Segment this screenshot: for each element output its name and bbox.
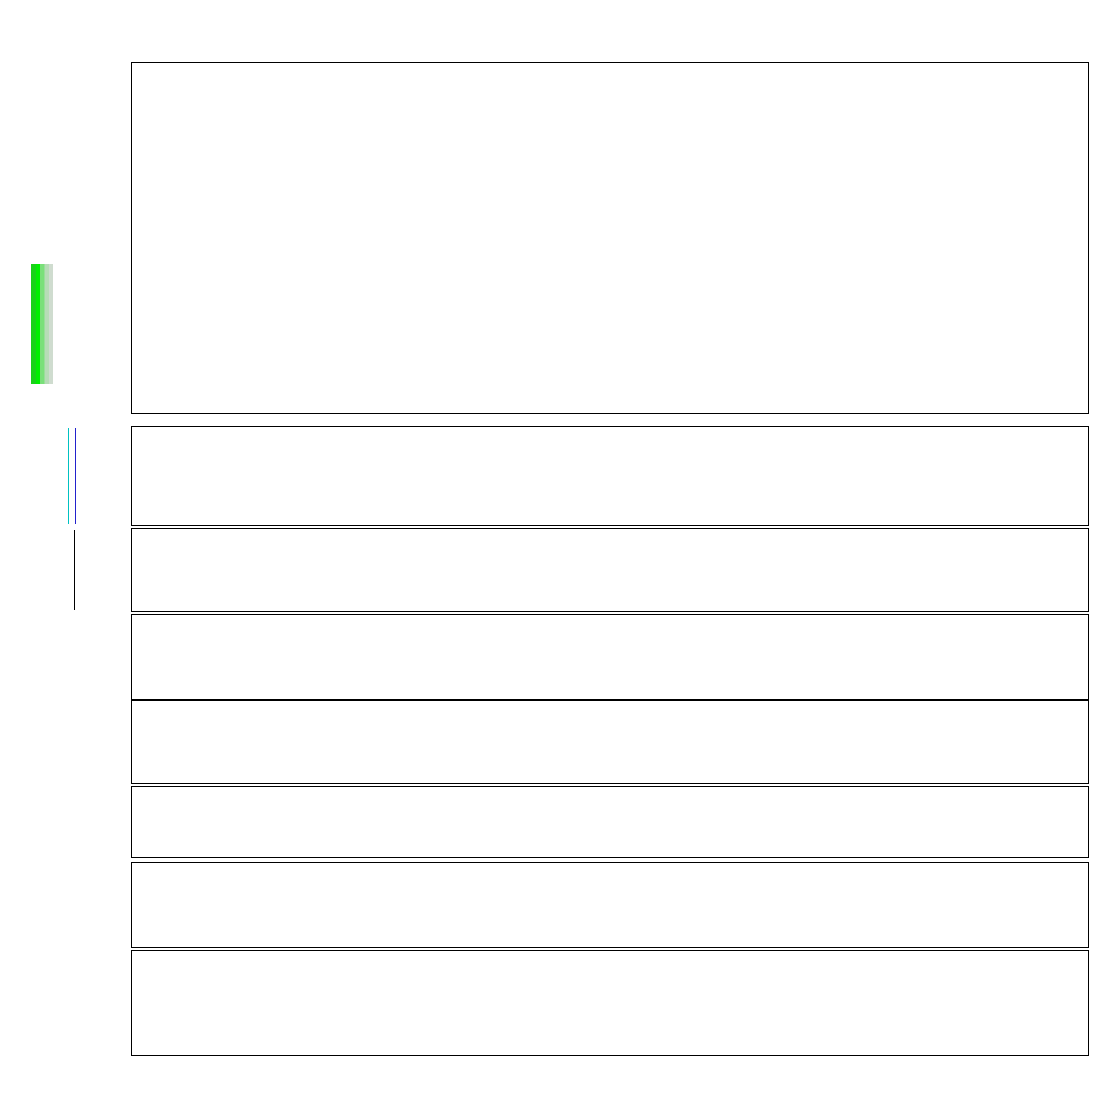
thickness-yticks (22, 426, 68, 526)
precip-yticks (60, 950, 131, 1056)
top-date-axis (0, 44, 1100, 62)
panel-cloud-cover (131, 862, 1089, 948)
rh-legend-swatch (31, 264, 53, 384)
li-axis-line (74, 530, 75, 610)
wind10m-plot (132, 615, 1088, 699)
cloud-cover-rowlabels (60, 862, 131, 948)
panel-wind10m (131, 614, 1089, 700)
panel-upper-air (131, 62, 1089, 414)
rh2m-yticks (88, 786, 131, 858)
temp-dewpt-plot (132, 701, 1088, 783)
wind10m-yticks (88, 614, 131, 700)
slp-thickness-plot (132, 427, 1088, 525)
li-yticks (28, 528, 74, 612)
panel-rh2m (131, 786, 1089, 858)
panel-precip (131, 950, 1089, 1056)
rh2m-plot (132, 787, 1088, 857)
upper-air-yticks (60, 62, 131, 414)
cloud-cover-plot (132, 863, 1088, 947)
cape-yticks (76, 528, 131, 612)
li-cape-plot (132, 529, 1088, 611)
panel-slp-thickness (131, 426, 1089, 526)
precip-plot (132, 951, 1088, 1055)
slp-yticks (74, 426, 131, 526)
slp-axis-line (75, 428, 76, 524)
temp-dewpt-yticks (88, 700, 131, 784)
upper-air-plot (132, 63, 1088, 413)
thickness-axis-line (68, 428, 69, 524)
bottom-date-axis (0, 1058, 1100, 1080)
panel-li-cape (131, 528, 1089, 612)
panel-temp-dewpt (131, 700, 1089, 784)
